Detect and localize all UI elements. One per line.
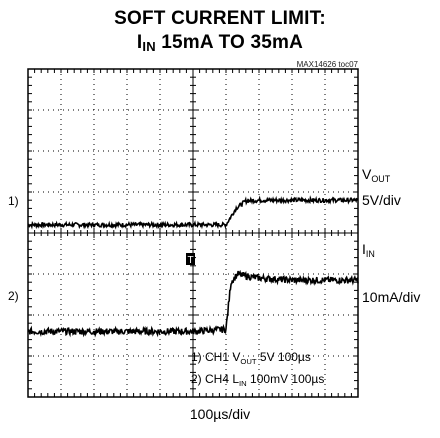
note-channel-2: 2) CH4 LIN 100mV 100µs — [191, 372, 324, 391]
vout-subscript: OUT — [371, 174, 391, 184]
iin-scale: 10mA/div — [362, 289, 421, 305]
title-symbol: I — [136, 32, 143, 53]
iin-subscript: IN — [365, 249, 375, 259]
note-1-b: 5V 100µs — [256, 350, 311, 364]
scope-traces — [27, 195, 359, 338]
iin-label: IIN — [362, 241, 375, 262]
trigger-marker-box — [186, 253, 195, 265]
note-1-a: 1) CH1 V — [191, 350, 241, 364]
note-channel-1: 1) CH1 VOUT 5V 100µs — [191, 350, 311, 369]
note-1-subscript: OUT — [240, 357, 257, 366]
title-range: 15mA TO 35mA — [155, 32, 304, 53]
channel-1-marker: 1) — [8, 194, 19, 208]
iin-symbol: I — [362, 241, 366, 257]
figure-id: MAX14626 toc07 — [296, 60, 358, 69]
note-2-subscript: IN — [239, 379, 247, 388]
trace-vout — [27, 195, 359, 230]
chart-title-line2: IIN 15mA TO 35mA — [0, 32, 440, 58]
chart-title-line1: SOFT CURRENT LIMIT: — [114, 8, 326, 29]
note-2-a: 2) CH4 L — [191, 372, 240, 386]
vout-label: VOUT — [362, 166, 390, 187]
vout-scale: 5V/div — [362, 192, 401, 208]
x-axis-label: 100µs/div — [189, 406, 251, 422]
trace-iin — [27, 269, 359, 338]
vout-symbol: V — [362, 166, 372, 182]
scope-grid — [27, 68, 359, 398]
title-symbol-subscript: IN — [142, 39, 156, 54]
trigger-marker: T — [187, 255, 193, 266]
note-2-b: 100mV 100µs — [246, 372, 325, 386]
channel-2-marker: 2) — [8, 289, 19, 303]
